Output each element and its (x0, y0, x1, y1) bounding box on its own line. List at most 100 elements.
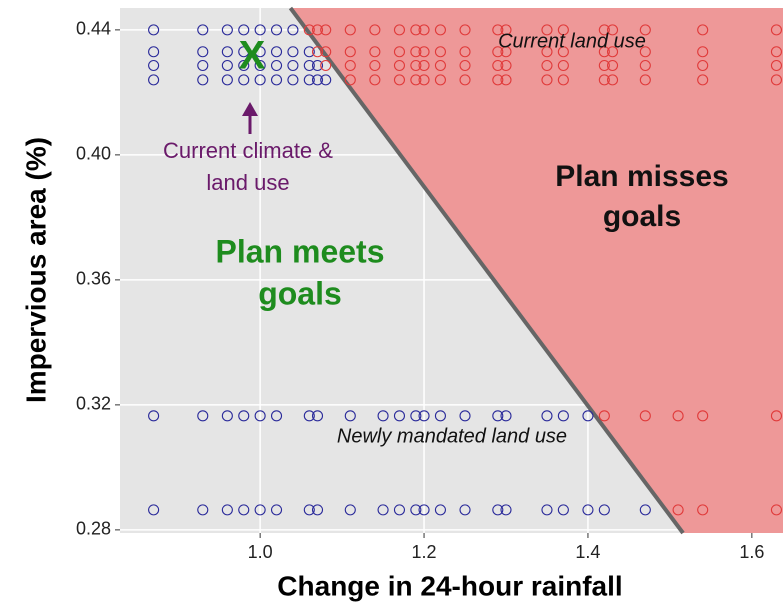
point (418, 46, 430, 58)
point (606, 74, 619, 86)
point (541, 46, 553, 58)
y-tick-label: 0.44 (76, 19, 111, 39)
point (311, 504, 324, 516)
point (492, 74, 504, 86)
point (344, 24, 356, 36)
point (270, 24, 283, 36)
point (697, 24, 709, 36)
point (557, 24, 569, 36)
point (287, 74, 299, 86)
point (672, 410, 684, 422)
point (770, 410, 782, 422)
point (254, 504, 266, 516)
point (459, 46, 471, 58)
point (320, 59, 332, 72)
point (270, 46, 283, 58)
point (672, 504, 684, 516)
point (639, 24, 651, 36)
point (369, 74, 381, 86)
y-tick-label: 0.36 (76, 269, 111, 289)
point (148, 410, 160, 422)
annotation: Newly mandated land use (337, 425, 567, 447)
point (541, 74, 553, 86)
point (639, 74, 651, 86)
point (598, 24, 610, 36)
point (697, 410, 709, 422)
point (770, 46, 782, 58)
x-tick-label: 1.2 (412, 542, 437, 562)
point (557, 59, 569, 72)
point (287, 59, 299, 72)
point (270, 410, 283, 422)
point (541, 410, 553, 422)
point (770, 74, 782, 86)
points (148, 24, 782, 516)
point (582, 410, 594, 422)
point (344, 46, 356, 58)
point (500, 59, 512, 72)
point (303, 74, 315, 86)
point (434, 74, 446, 86)
point (344, 74, 356, 86)
point (459, 24, 471, 36)
point (393, 74, 406, 86)
annotation: Plan meets (216, 233, 385, 269)
point (492, 24, 504, 36)
point (303, 46, 315, 58)
point (197, 504, 209, 516)
point (287, 46, 299, 58)
point (221, 74, 233, 86)
annotation: Plan misses (555, 160, 728, 193)
point (770, 24, 782, 36)
annotation: goals (258, 275, 342, 311)
point (410, 410, 422, 422)
point (492, 46, 504, 58)
point (270, 74, 283, 86)
point (393, 410, 406, 422)
point (320, 24, 332, 36)
annotation: X (239, 34, 266, 78)
point (197, 24, 209, 36)
point (598, 59, 610, 72)
point (221, 504, 233, 516)
point (418, 24, 430, 36)
point (369, 46, 381, 58)
point (238, 59, 250, 72)
x-tick-label: 1.4 (575, 542, 600, 562)
point (238, 24, 250, 36)
point (410, 24, 422, 36)
point (541, 24, 553, 36)
point (541, 504, 553, 516)
point (418, 410, 430, 422)
point (418, 504, 430, 516)
point (393, 46, 406, 58)
x-tick-label: 1.0 (248, 542, 273, 562)
point (254, 59, 266, 72)
x-tick-label: 1.6 (739, 542, 764, 562)
annotation: land use (206, 170, 289, 195)
point (221, 46, 233, 58)
point (697, 59, 709, 72)
point (697, 504, 709, 516)
point (303, 504, 315, 516)
annotation: Current climate & (163, 138, 333, 163)
point (492, 59, 504, 72)
point (606, 24, 619, 36)
point (606, 59, 619, 72)
point (541, 59, 553, 72)
point (270, 504, 283, 516)
boundary-line (288, 6, 685, 535)
point (238, 410, 250, 422)
point (434, 504, 446, 516)
point (557, 74, 569, 86)
point (377, 504, 389, 516)
point (393, 24, 406, 36)
labels: 0.28 0.32 0.36 0.40 0.44 1.0 1.2 1.4 1.6 Current … (76, 19, 764, 562)
annotation: Current land use (498, 30, 646, 52)
point (238, 504, 250, 516)
point (598, 46, 610, 58)
point (393, 504, 406, 516)
point (410, 46, 422, 58)
point (639, 59, 651, 72)
point (344, 410, 356, 422)
